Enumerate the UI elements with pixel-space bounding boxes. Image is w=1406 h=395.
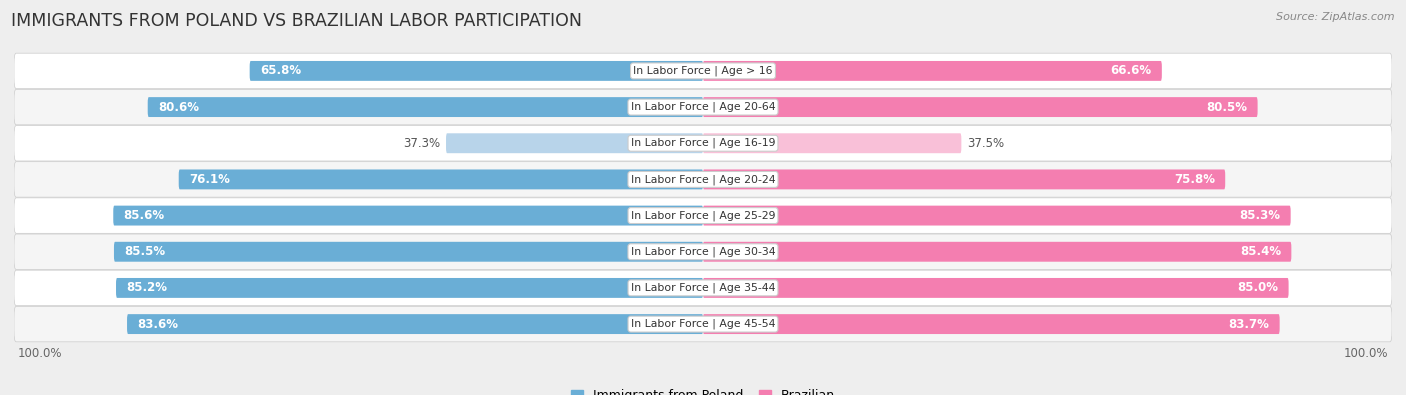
FancyBboxPatch shape [14,53,1392,88]
FancyBboxPatch shape [14,198,1392,233]
Text: In Labor Force | Age 30-34: In Labor Force | Age 30-34 [631,246,775,257]
Text: 85.0%: 85.0% [1237,281,1278,294]
FancyBboxPatch shape [703,169,1225,189]
Text: 85.3%: 85.3% [1239,209,1281,222]
Text: 80.6%: 80.6% [157,101,200,114]
Text: 37.3%: 37.3% [404,137,440,150]
FancyBboxPatch shape [703,206,1291,226]
FancyBboxPatch shape [179,169,703,189]
Text: In Labor Force | Age 16-19: In Labor Force | Age 16-19 [631,138,775,149]
Text: 75.8%: 75.8% [1174,173,1215,186]
Text: 85.2%: 85.2% [127,281,167,294]
Text: 100.0%: 100.0% [17,346,62,359]
FancyBboxPatch shape [114,206,703,226]
Text: 85.6%: 85.6% [124,209,165,222]
Text: 37.5%: 37.5% [967,137,1004,150]
FancyBboxPatch shape [14,126,1392,161]
Legend: Immigrants from Poland, Brazilian: Immigrants from Poland, Brazilian [565,384,841,395]
FancyBboxPatch shape [703,61,1161,81]
Text: 83.7%: 83.7% [1229,318,1270,331]
FancyBboxPatch shape [703,278,1289,298]
FancyBboxPatch shape [250,61,703,81]
FancyBboxPatch shape [117,278,703,298]
FancyBboxPatch shape [148,97,703,117]
Text: In Labor Force | Age 45-54: In Labor Force | Age 45-54 [631,319,775,329]
FancyBboxPatch shape [14,89,1392,125]
Text: 85.5%: 85.5% [124,245,166,258]
FancyBboxPatch shape [14,270,1392,306]
Text: 83.6%: 83.6% [138,318,179,331]
FancyBboxPatch shape [14,307,1392,342]
Text: In Labor Force | Age 20-24: In Labor Force | Age 20-24 [631,174,775,185]
FancyBboxPatch shape [703,97,1257,117]
Text: 76.1%: 76.1% [188,173,231,186]
Text: 100.0%: 100.0% [1344,346,1389,359]
FancyBboxPatch shape [14,234,1392,269]
FancyBboxPatch shape [703,133,962,153]
FancyBboxPatch shape [446,133,703,153]
Text: In Labor Force | Age 20-64: In Labor Force | Age 20-64 [631,102,775,112]
Text: Source: ZipAtlas.com: Source: ZipAtlas.com [1277,12,1395,22]
Text: IMMIGRANTS FROM POLAND VS BRAZILIAN LABOR PARTICIPATION: IMMIGRANTS FROM POLAND VS BRAZILIAN LABO… [11,12,582,30]
Text: 66.6%: 66.6% [1111,64,1152,77]
Text: In Labor Force | Age > 16: In Labor Force | Age > 16 [633,66,773,76]
FancyBboxPatch shape [703,242,1291,262]
Text: 80.5%: 80.5% [1206,101,1247,114]
Text: In Labor Force | Age 35-44: In Labor Force | Age 35-44 [631,283,775,293]
Text: In Labor Force | Age 25-29: In Labor Force | Age 25-29 [631,210,775,221]
FancyBboxPatch shape [127,314,703,334]
FancyBboxPatch shape [703,314,1279,334]
Text: 65.8%: 65.8% [260,64,301,77]
FancyBboxPatch shape [114,242,703,262]
FancyBboxPatch shape [14,162,1392,197]
Text: 85.4%: 85.4% [1240,245,1281,258]
